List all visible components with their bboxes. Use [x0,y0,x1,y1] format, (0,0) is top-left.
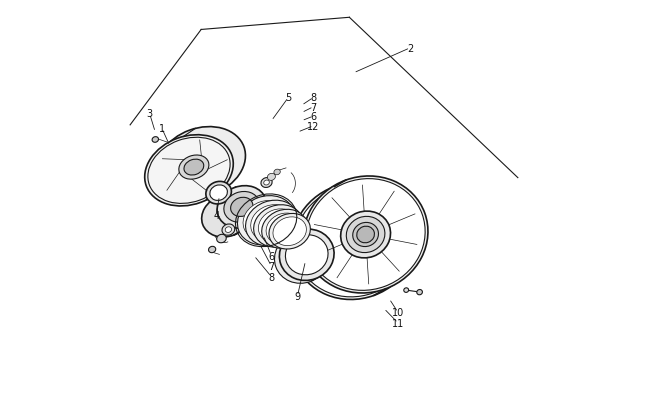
Text: 6: 6 [268,251,274,261]
Text: 11: 11 [392,318,404,328]
Ellipse shape [237,196,295,245]
Ellipse shape [292,183,417,300]
Ellipse shape [246,201,299,246]
Ellipse shape [294,185,414,297]
Text: 7: 7 [268,262,274,271]
Ellipse shape [145,135,233,207]
Ellipse shape [254,205,303,247]
Ellipse shape [216,235,226,243]
Ellipse shape [148,138,230,204]
Ellipse shape [251,205,294,242]
Ellipse shape [179,156,209,180]
Ellipse shape [417,290,423,295]
Ellipse shape [206,182,231,205]
Ellipse shape [269,214,311,249]
Text: 5: 5 [285,93,292,103]
Ellipse shape [261,178,272,188]
Ellipse shape [280,230,334,281]
Ellipse shape [341,211,391,258]
Ellipse shape [243,201,289,241]
Ellipse shape [273,217,306,246]
Text: 7: 7 [311,102,317,112]
Ellipse shape [267,174,276,181]
Ellipse shape [231,198,253,217]
Ellipse shape [209,247,216,253]
Text: 1: 1 [159,124,165,134]
Ellipse shape [222,224,235,236]
Ellipse shape [266,213,303,245]
Ellipse shape [224,192,260,223]
Ellipse shape [157,127,246,198]
Ellipse shape [264,181,269,185]
Ellipse shape [304,177,428,293]
Text: 6: 6 [311,112,317,122]
Ellipse shape [202,195,251,237]
Ellipse shape [274,170,280,175]
Text: 9: 9 [294,292,300,301]
Ellipse shape [259,209,298,243]
Ellipse shape [152,137,159,143]
Ellipse shape [353,223,378,247]
Ellipse shape [217,186,266,228]
Ellipse shape [274,232,329,284]
Ellipse shape [262,210,307,249]
Text: 12: 12 [307,122,320,131]
Text: 8: 8 [268,272,274,282]
Text: 2: 2 [407,44,413,53]
Text: 10: 10 [392,308,404,318]
Ellipse shape [285,235,328,275]
Ellipse shape [306,179,425,291]
Ellipse shape [184,160,203,176]
Ellipse shape [210,185,228,201]
Text: 8: 8 [311,93,317,103]
Text: 3: 3 [146,109,153,119]
Ellipse shape [225,227,231,233]
Ellipse shape [357,227,374,243]
Ellipse shape [346,217,385,253]
Text: 4: 4 [213,211,219,220]
Ellipse shape [404,288,409,293]
